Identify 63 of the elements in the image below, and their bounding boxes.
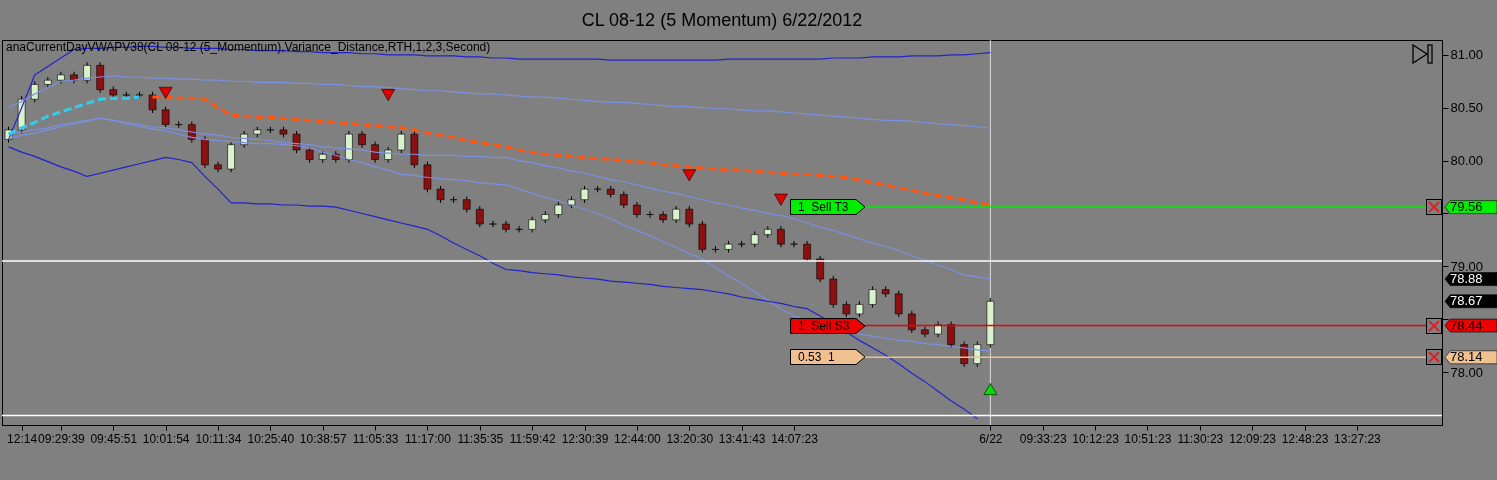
x-tick-label: 12:14 xyxy=(7,431,38,446)
x-tick-label: 10:38:57 xyxy=(299,431,347,446)
annotation: 1 Sell S3 xyxy=(798,318,850,333)
point xyxy=(774,193,788,206)
text: 78.88 xyxy=(1450,271,1483,287)
candlestick xyxy=(777,225,785,248)
x-tick-label: 09:45:51 xyxy=(90,431,138,446)
x-tick-label: 6/22 xyxy=(979,431,1003,446)
x-tick-label: 12:48:23 xyxy=(1281,431,1329,446)
y-tick-label: 80.00 xyxy=(1450,153,1484,169)
point xyxy=(381,89,395,101)
ref-line-label: 79.56 xyxy=(1450,199,1483,215)
x-tick-label: 09:33:23 xyxy=(1019,431,1067,446)
candlestick xyxy=(790,240,798,248)
x-tick-label: 10:01:54 xyxy=(142,431,190,446)
x-tick-label: 11:30:23 xyxy=(1177,431,1224,446)
x-tick-label: 09:29:39 xyxy=(38,431,86,446)
chart-title: CL 08-12 (5 Momentum) 6/22/2012 xyxy=(581,9,863,30)
x-tick-label: 13:20:30 xyxy=(666,431,714,446)
candlestick xyxy=(816,255,824,283)
annotation: 0.53 1 xyxy=(798,350,835,365)
y-tick-label: 78.00 xyxy=(1450,364,1484,380)
x-tick-label: 11:17:00 xyxy=(405,431,452,446)
point xyxy=(158,86,173,99)
candlestick xyxy=(489,220,497,228)
candlestick xyxy=(685,205,694,228)
ref-line-label: 78.14 xyxy=(1450,349,1483,365)
candlestick xyxy=(397,130,406,154)
order-tag: 1 Sell S3 xyxy=(790,317,866,334)
x-tick-label: 10:25:40 xyxy=(247,431,295,446)
x-tick-label: 10:51:23 xyxy=(1124,431,1172,446)
line-series xyxy=(7,146,978,420)
candlestick xyxy=(947,320,955,349)
candlestick xyxy=(868,285,877,309)
candlestick xyxy=(161,106,170,129)
order-tag: 1 Sell T3 xyxy=(790,199,866,216)
candlestick xyxy=(659,210,667,224)
y-tick-label: 80.50 xyxy=(1450,100,1484,116)
x-tick-label: 12:44:00 xyxy=(614,431,662,446)
x-tick-label: 13:41:43 xyxy=(718,431,766,446)
candlestick xyxy=(960,340,968,368)
point xyxy=(682,169,697,182)
candlestick xyxy=(894,290,903,318)
candlestick xyxy=(908,310,916,334)
x-tick-label: 12:30:39 xyxy=(561,431,609,446)
x-tick-label: 10:11:34 xyxy=(195,431,242,446)
x-tick-label: 11:59:42 xyxy=(509,431,556,446)
y-tick-label: 81.00 xyxy=(1450,47,1484,63)
annotation: 1 Sell T3 xyxy=(798,200,849,215)
line-series xyxy=(7,75,991,129)
candlestick xyxy=(476,205,484,228)
x-tick-label: 14:07:23 xyxy=(771,431,819,446)
x-tick-label: 12:09:23 xyxy=(1229,431,1277,446)
point xyxy=(983,383,998,395)
y-tick-label: 79.00 xyxy=(1450,258,1484,274)
x-tick-label: 11:35:35 xyxy=(457,431,504,446)
text: 78.67 xyxy=(1450,293,1483,309)
order-tag: 0.53 1 xyxy=(790,349,866,366)
x-tick-label: 10:12:23 xyxy=(1072,431,1120,446)
x-tick-label: 13:27:23 xyxy=(1334,431,1382,446)
candlestick xyxy=(148,91,157,114)
x-tick-label: 11:05:33 xyxy=(352,431,399,446)
ref-line-label: 78.44 xyxy=(1450,317,1483,333)
